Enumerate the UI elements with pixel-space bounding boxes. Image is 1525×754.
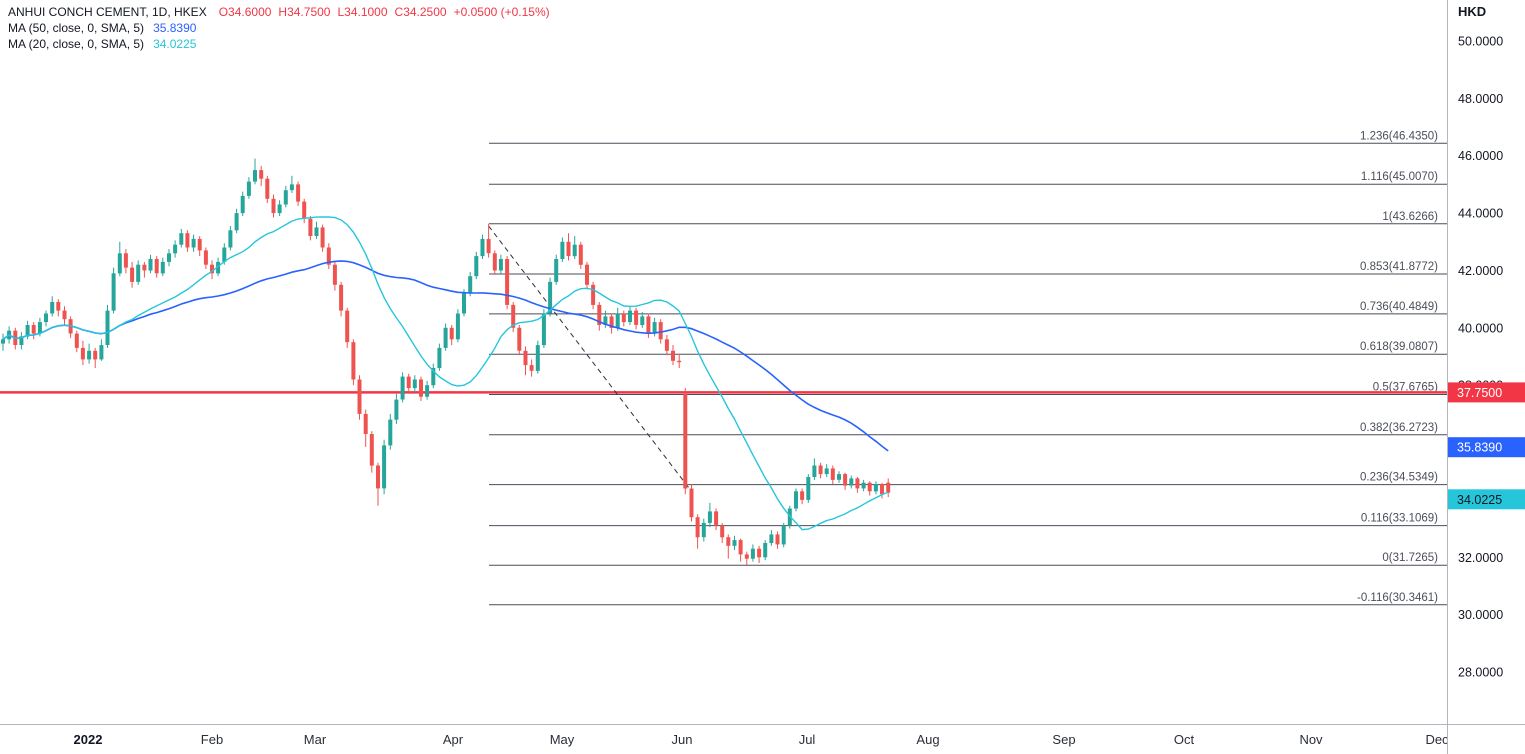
ma20-label: MA (20, close, 0, SMA, 5) — [8, 37, 145, 51]
svg-text:2022: 2022 — [74, 732, 103, 747]
svg-text:0.736(40.4849): 0.736(40.4849) — [1360, 301, 1438, 313]
price-axis[interactable] — [1447, 0, 1525, 754]
svg-text:48.0000: 48.0000 — [1458, 92, 1503, 106]
svg-text:Oct: Oct — [1174, 732, 1195, 747]
svg-text:35.8390: 35.8390 — [1457, 441, 1502, 455]
ma50-line[interactable] — [2, 260, 889, 452]
svg-text:0.116(33.1069): 0.116(33.1069) — [1361, 513, 1438, 525]
svg-text:30.0000: 30.0000 — [1458, 608, 1503, 622]
svg-text:Apr: Apr — [443, 732, 464, 747]
chart-pane[interactable] — [0, 0, 1447, 724]
axis-currency-label: HKD — [1458, 4, 1486, 19]
svg-text:0.236(34.5349): 0.236(34.5349) — [1360, 472, 1438, 484]
price-tag-ma50: 35.8390 — [1448, 437, 1525, 458]
trend-line[interactable] — [488, 225, 692, 492]
time-axis-labels: 2022 Feb Mar Apr May Jun Jul Aug Sep Oct Nov Dec — [0, 724, 1525, 754]
svg-text:32.0000: 32.0000 — [1458, 551, 1503, 565]
svg-text:44.0000: 44.0000 — [1458, 207, 1503, 221]
ma50-legend-row[interactable]: MA (50, close, 0, SMA, 5) 35.8390 — [8, 20, 550, 36]
svg-text:Sep: Sep — [1052, 732, 1075, 747]
ma20-legend-row[interactable]: MA (20, close, 0, SMA, 5) 34.0225 — [8, 36, 550, 52]
svg-text:Aug: Aug — [916, 732, 939, 747]
ohlc-open: O34.6000 — [218, 5, 272, 19]
svg-text:May: May — [550, 732, 575, 747]
svg-text:37.7500: 37.7500 — [1457, 386, 1502, 400]
svg-text:28.0000: 28.0000 — [1458, 666, 1503, 680]
svg-text:0.618(39.0807): 0.618(39.0807) — [1360, 341, 1438, 353]
svg-text:40.0000: 40.0000 — [1458, 321, 1503, 335]
ma20-line[interactable] — [2, 216, 889, 531]
svg-text:34.0225: 34.0225 — [1457, 493, 1502, 507]
svg-text:Dec: Dec — [1425, 732, 1449, 747]
ma20-value: 34.0225 — [153, 37, 197, 51]
candles-layer — [1, 158, 891, 566]
price-tag-horizontal-line: 37.7500 — [1448, 382, 1525, 403]
ohlc-close: C34.2500 — [394, 5, 447, 19]
svg-text:1.236(46.4350): 1.236(46.4350) — [1360, 130, 1438, 142]
svg-text:Jun: Jun — [672, 732, 693, 747]
svg-text:Jul: Jul — [799, 732, 816, 747]
ma50-value: 35.8390 — [153, 21, 197, 35]
ma50-label: MA (50, close, 0, SMA, 5) — [8, 21, 145, 35]
svg-text:50.0000: 50.0000 — [1458, 35, 1503, 49]
ohlc-high: H34.7500 — [278, 5, 331, 19]
fib-retracement[interactable]: 1.236(46.4350) 1.116(45.0070) 1(43.6266) 0.… — [489, 130, 1447, 606]
price-tag-ma20: 34.0225 — [1448, 489, 1525, 510]
svg-text:-0.116(30.3461): -0.116(30.3461) — [1357, 592, 1438, 604]
svg-text:0(31.7265): 0(31.7265) — [1382, 552, 1438, 564]
chart-legend: ANHUI CONCH CEMENT, 1D, HKEX O34.6000 H34.… — [8, 4, 550, 52]
svg-text:1(43.6266): 1(43.6266) — [1382, 211, 1438, 223]
ohlc-low: L34.1000 — [337, 5, 388, 19]
svg-text:42.0000: 42.0000 — [1458, 264, 1503, 278]
svg-text:1.116(45.0070): 1.116(45.0070) — [1361, 171, 1438, 183]
svg-text:0.853(41.8772): 0.853(41.8772) — [1360, 261, 1438, 273]
time-axis[interactable] — [0, 724, 1525, 754]
svg-text:Feb: Feb — [201, 732, 223, 747]
symbol-title: ANHUI CONCH CEMENT, 1D, HKEX — [8, 5, 207, 19]
svg-text:Nov: Nov — [1299, 732, 1323, 747]
svg-text:46.0000: 46.0000 — [1458, 149, 1503, 163]
change-value: +0.0500 (+0.15%) — [453, 5, 550, 19]
svg-text:0.382(36.2723): 0.382(36.2723) — [1360, 422, 1438, 434]
svg-text:Mar: Mar — [304, 732, 327, 747]
svg-text:0.5(37.6765): 0.5(37.6765) — [1373, 382, 1438, 394]
symbol-legend-row[interactable]: ANHUI CONCH CEMENT, 1D, HKEX O34.6000 H34.… — [8, 4, 550, 20]
